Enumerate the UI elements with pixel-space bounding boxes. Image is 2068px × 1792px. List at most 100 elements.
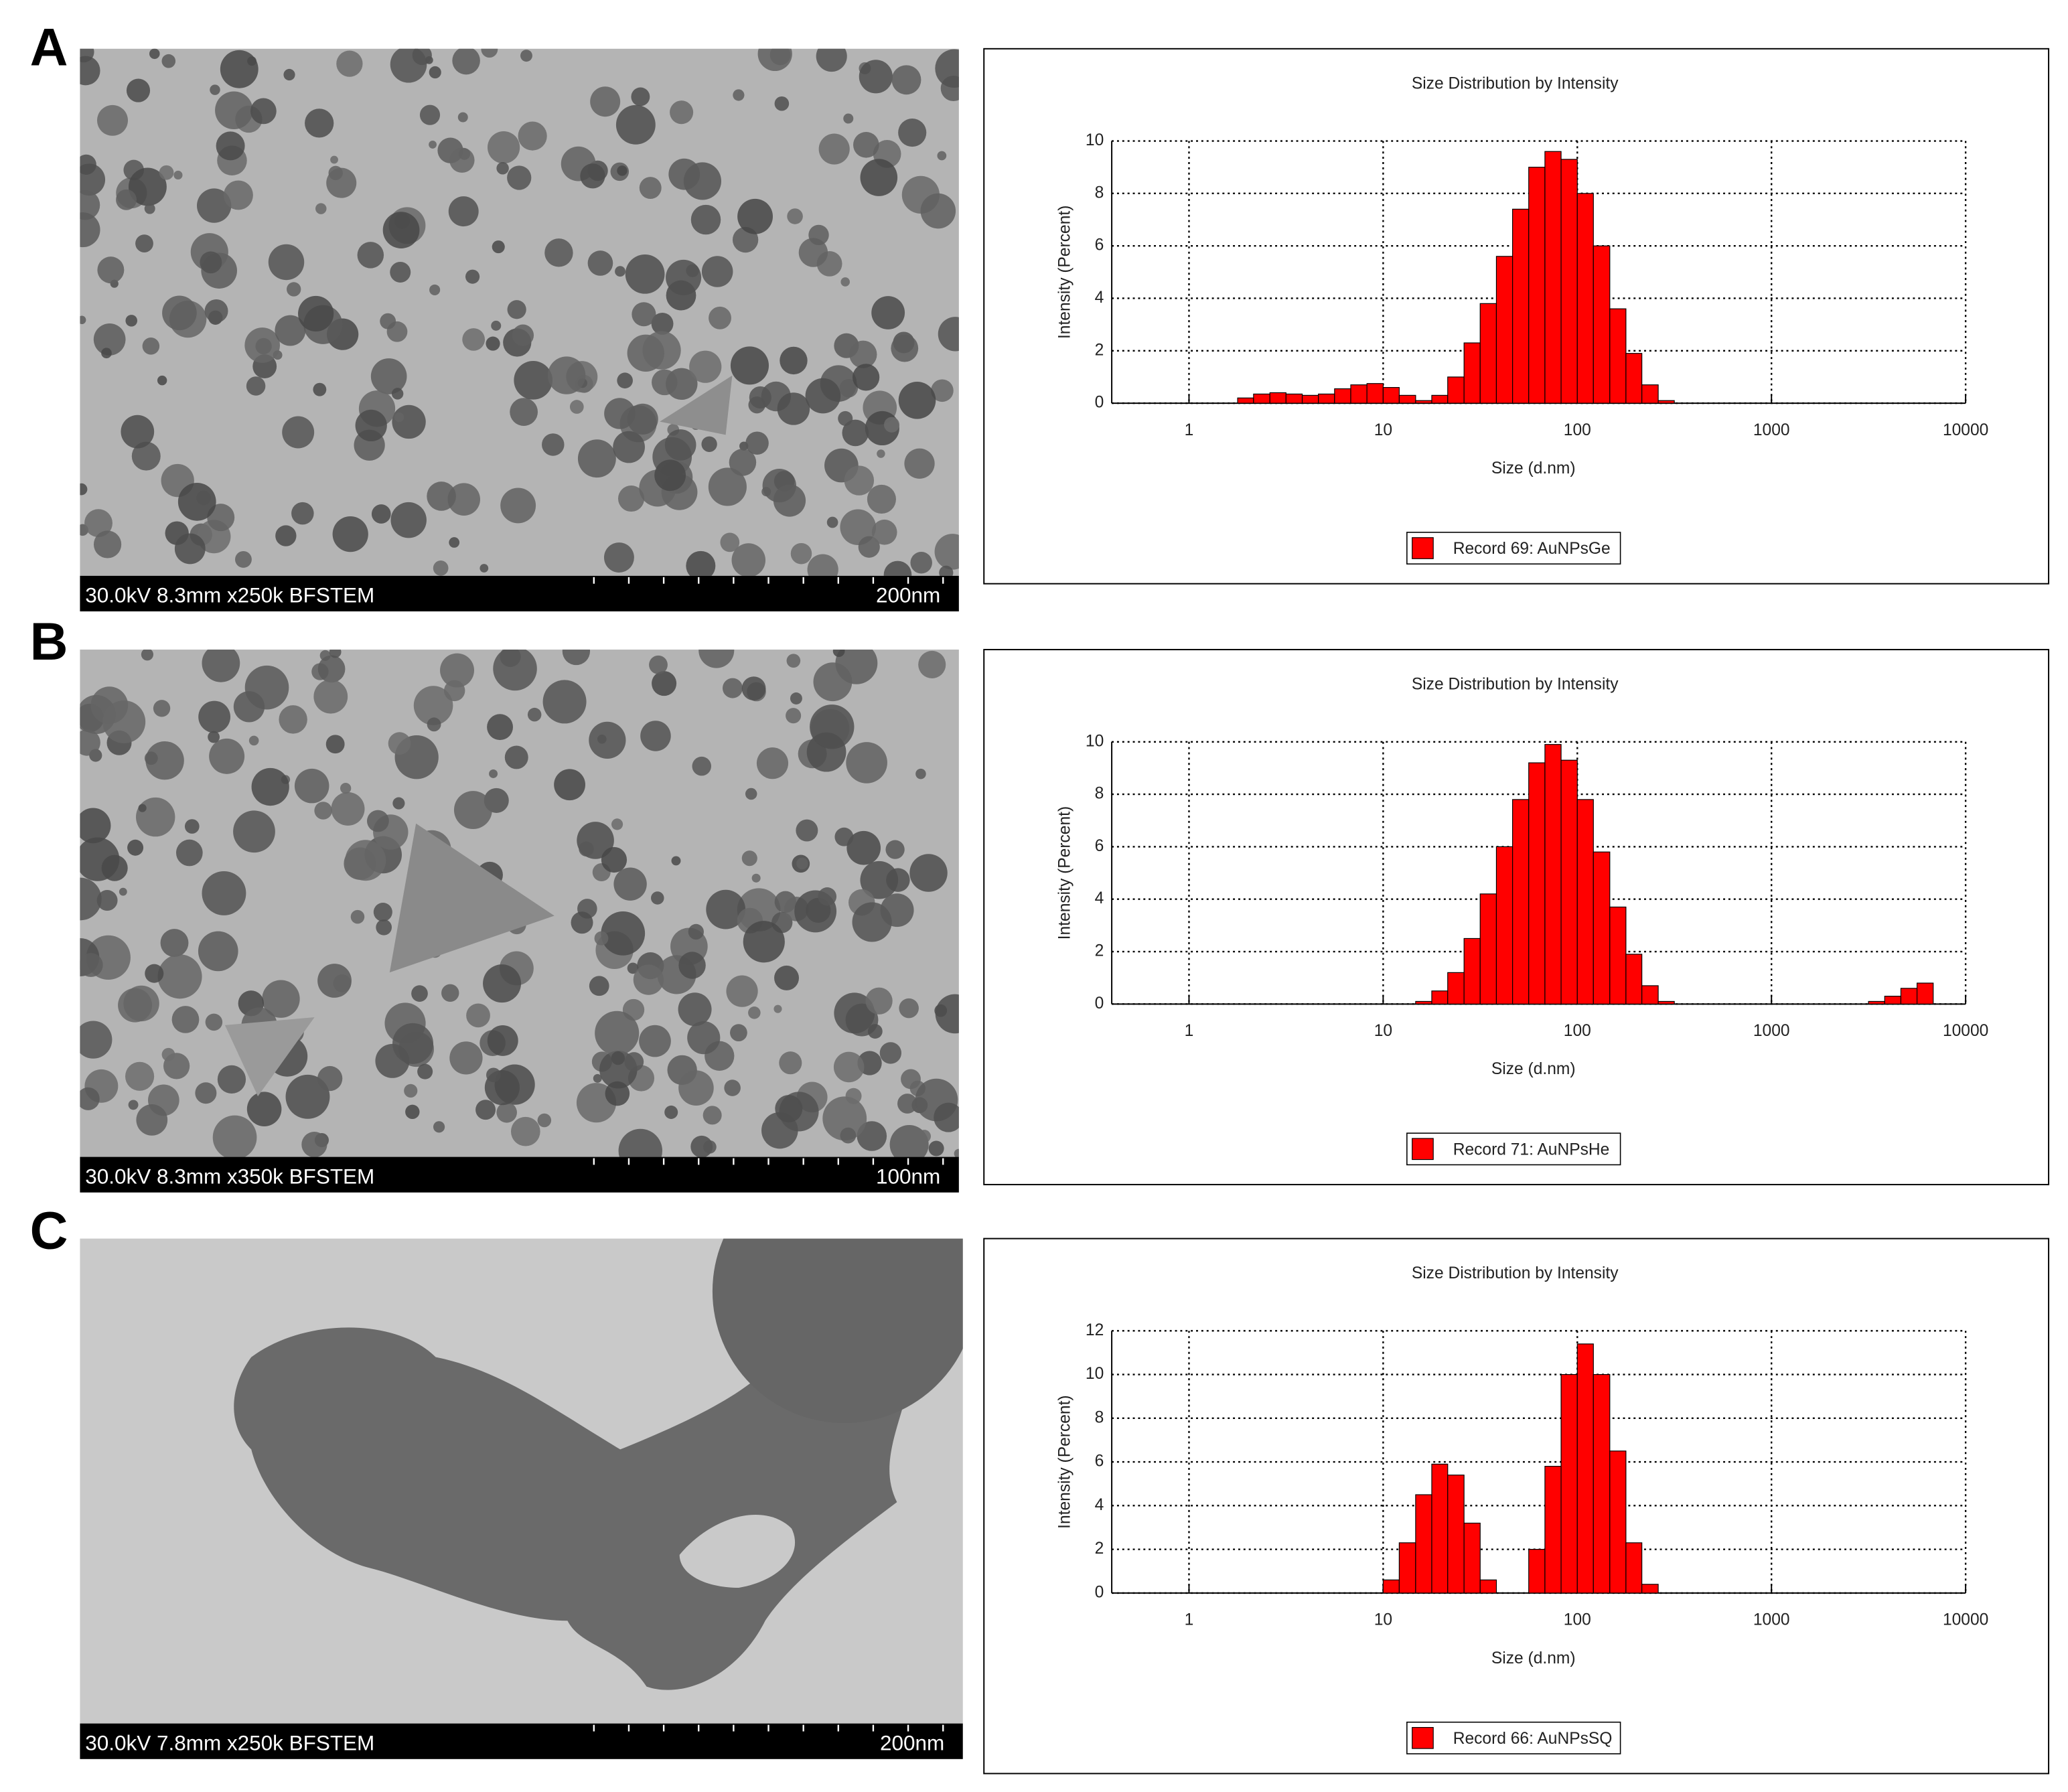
particle bbox=[429, 284, 441, 295]
particle bbox=[594, 931, 609, 946]
particle bbox=[883, 561, 912, 576]
particle bbox=[709, 306, 731, 329]
x-tick-label: 10 bbox=[1374, 1611, 1392, 1629]
y-tick-label: 4 bbox=[1095, 1496, 1104, 1514]
particle bbox=[654, 459, 686, 492]
particle bbox=[314, 802, 332, 820]
particle bbox=[207, 504, 235, 532]
particle bbox=[664, 1105, 678, 1119]
histogram-bar bbox=[1382, 387, 1400, 404]
y-tick-label: 8 bbox=[1095, 785, 1104, 803]
particle bbox=[131, 441, 161, 471]
particle bbox=[427, 481, 456, 511]
particle bbox=[376, 919, 392, 936]
particle bbox=[466, 1003, 490, 1028]
triangle-particle bbox=[224, 1017, 315, 1097]
particle bbox=[370, 358, 407, 394]
particle bbox=[160, 929, 189, 957]
particle bbox=[774, 96, 790, 111]
particle bbox=[730, 346, 769, 385]
x-tick-label: 100 bbox=[1564, 421, 1591, 439]
particle bbox=[773, 484, 806, 517]
particle bbox=[305, 108, 334, 138]
histogram-bar bbox=[1463, 938, 1481, 1004]
histogram-bar bbox=[1479, 1579, 1497, 1594]
particle bbox=[891, 334, 919, 362]
particle bbox=[366, 810, 389, 832]
legend-box bbox=[1406, 1721, 1621, 1754]
histogram-bar bbox=[1593, 1373, 1611, 1594]
chart-title: Size Distribution by Intensity bbox=[1412, 676, 1619, 694]
particle bbox=[157, 954, 202, 999]
particle bbox=[879, 1042, 902, 1064]
particle bbox=[138, 804, 147, 812]
particle bbox=[80, 56, 100, 86]
particle bbox=[80, 953, 103, 977]
particle bbox=[80, 154, 96, 175]
particle bbox=[844, 465, 875, 496]
panel-letter: B bbox=[30, 612, 68, 671]
x-tick-label: 1000 bbox=[1753, 421, 1790, 439]
particle bbox=[475, 1100, 496, 1120]
histogram-bar bbox=[1447, 1475, 1465, 1594]
x-tick-label: 1000 bbox=[1753, 1611, 1790, 1629]
legend: Record 71: AuNPsHe bbox=[1406, 1132, 1621, 1166]
particle bbox=[332, 516, 368, 552]
particle bbox=[510, 398, 538, 426]
y-axis-label: Intensity (Percent) bbox=[1056, 806, 1074, 940]
histogram-bar bbox=[1447, 972, 1465, 1004]
particle bbox=[838, 410, 853, 426]
legend-swatch bbox=[1412, 1138, 1434, 1161]
particle bbox=[668, 158, 700, 190]
particle bbox=[80, 837, 120, 881]
particle bbox=[427, 717, 441, 732]
particle bbox=[840, 509, 876, 546]
x-tick-label: 10 bbox=[1374, 1022, 1392, 1040]
particle bbox=[703, 1140, 717, 1154]
particle bbox=[843, 113, 854, 124]
particle bbox=[453, 791, 492, 829]
particle bbox=[642, 331, 681, 370]
particle bbox=[246, 1092, 282, 1126]
particle bbox=[589, 976, 609, 996]
y-tick-label: 2 bbox=[1095, 1540, 1104, 1558]
particle bbox=[652, 369, 678, 396]
particle bbox=[285, 1074, 330, 1119]
particle bbox=[510, 1116, 540, 1146]
particle bbox=[355, 409, 387, 442]
particle bbox=[730, 1024, 747, 1042]
legend-box bbox=[1406, 1132, 1621, 1166]
aggregate bbox=[234, 1325, 913, 1690]
particle bbox=[157, 375, 167, 386]
particle bbox=[93, 323, 126, 356]
particle bbox=[145, 964, 164, 983]
histogram-bar bbox=[1593, 851, 1611, 1004]
legend: Record 66: AuNPsSQ bbox=[1406, 1721, 1621, 1754]
particle bbox=[686, 264, 699, 277]
particle bbox=[298, 295, 334, 332]
histogram-bar bbox=[1625, 1542, 1643, 1594]
particle bbox=[487, 131, 520, 164]
particle bbox=[796, 819, 818, 842]
y-tick-label: 10 bbox=[1086, 732, 1104, 750]
particle bbox=[898, 381, 936, 419]
particle bbox=[390, 48, 427, 83]
particle bbox=[703, 1106, 722, 1125]
particle bbox=[867, 1024, 883, 1039]
particle bbox=[512, 324, 534, 346]
particle bbox=[826, 516, 838, 528]
histogram-bar bbox=[1495, 846, 1513, 1004]
particle bbox=[633, 964, 664, 995]
particle bbox=[741, 850, 757, 867]
sem-content bbox=[80, 650, 959, 1157]
particle bbox=[639, 177, 662, 200]
histogram-bar bbox=[1398, 1542, 1416, 1594]
particle bbox=[101, 348, 112, 359]
particle bbox=[909, 854, 948, 892]
particle bbox=[806, 732, 846, 772]
particle bbox=[210, 84, 220, 95]
particle bbox=[666, 259, 702, 295]
particle bbox=[687, 1021, 721, 1055]
particle bbox=[724, 1079, 741, 1096]
particle bbox=[487, 1025, 518, 1056]
